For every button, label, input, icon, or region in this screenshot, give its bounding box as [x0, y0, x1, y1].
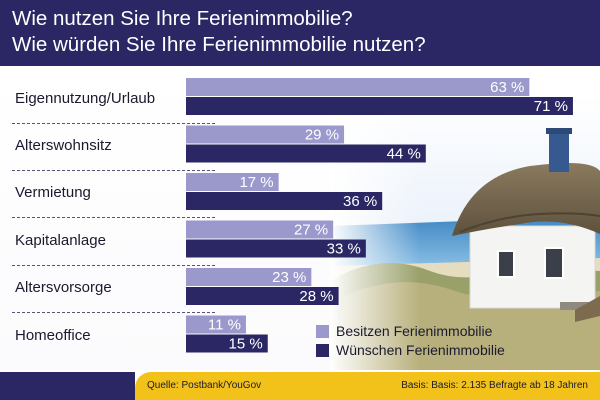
bar-wanted-0 — [186, 97, 573, 115]
category-separator — [12, 265, 215, 266]
footer-bar — [135, 372, 600, 400]
chart-title-line-2: Wie würden Sie Ihre Ferienimmobilie nutz… — [12, 33, 426, 56]
category-label-vermietung: Vermietung — [15, 184, 91, 201]
beach-house-illustration — [330, 66, 600, 370]
bar-value-label-owned-0: 63 % — [490, 79, 524, 96]
chart-header: Wie nutzen Sie Ihre Ferienimmobilie? Wie… — [0, 0, 600, 66]
legend-label-wanted: Wünschen Ferienimmobilie — [336, 342, 505, 358]
category-label-kapitalanlage: Kapitalanlage — [15, 232, 106, 249]
bars-layer: 63 % 71 % 29 % 44 % 17 % 36 % 27 % 33 % 23 % 28 %… — [186, 78, 573, 353]
bar-wanted-3 — [186, 239, 366, 258]
category-separator — [12, 170, 215, 171]
bar-wanted-1 — [186, 144, 426, 163]
category-separator — [12, 123, 215, 124]
category-label-homeoffice: Homeoffice — [15, 327, 91, 344]
bar-value-label-wanted-4: 28 % — [299, 288, 333, 305]
legend-swatch-wanted — [316, 344, 329, 357]
category-label-alterswohnsitz: Alterswohnsitz — [15, 137, 112, 154]
bar-value-label-wanted-0: 71 % — [534, 98, 568, 115]
bar-wanted-4 — [186, 287, 339, 305]
footer-accent-block — [0, 372, 135, 400]
legend-label-owned: Besitzen Ferienimmobilie — [336, 323, 493, 339]
bar-owned-3 — [186, 220, 334, 239]
bar-owned-2 — [186, 173, 279, 191]
bar-wanted-5 — [186, 334, 268, 353]
bar-owned-0 — [186, 78, 530, 96]
bar-owned-1 — [186, 125, 345, 144]
bar-value-label-wanted-3: 33 % — [327, 241, 361, 258]
bar-value-label-owned-4: 23 % — [272, 269, 306, 286]
category-label-eigennutzung: Eigennutzung/Urlaub — [15, 90, 156, 107]
category-separator — [12, 312, 215, 313]
bar-value-label-owned-5: 11 % — [208, 317, 241, 334]
bar-owned-5 — [186, 315, 246, 334]
bar-value-label-wanted-5: 15 % — [229, 336, 263, 353]
bar-value-label-wanted-2: 36 % — [343, 193, 377, 210]
legend-swatch-owned — [316, 325, 329, 338]
base-note: Basis: Basis: 2.135 Befragte ab 18 Jahre… — [401, 380, 588, 391]
chart-area: Eigennutzung/Urlaub Alterswohnsitz Vermi… — [0, 66, 600, 370]
bar-wanted-2 — [186, 192, 383, 210]
bar-value-label-owned-3: 27 % — [294, 222, 328, 239]
category-separator — [12, 217, 215, 218]
bar-owned-4 — [186, 268, 312, 286]
chart-title-line-1: Wie nutzen Sie Ihre Ferienimmobilie? — [12, 7, 353, 30]
bar-value-label-owned-1: 29 % — [305, 127, 339, 144]
source-note: Quelle: Postbank/YouGov — [147, 380, 262, 391]
chart-footer: Quelle: Postbank/YouGov Basis: Basis: 2.… — [0, 370, 600, 400]
bar-value-label-wanted-1: 44 % — [387, 146, 421, 163]
bar-value-label-owned-2: 17 % — [239, 174, 273, 191]
category-label-altersvorsorge: Altersvorsorge — [15, 279, 112, 296]
